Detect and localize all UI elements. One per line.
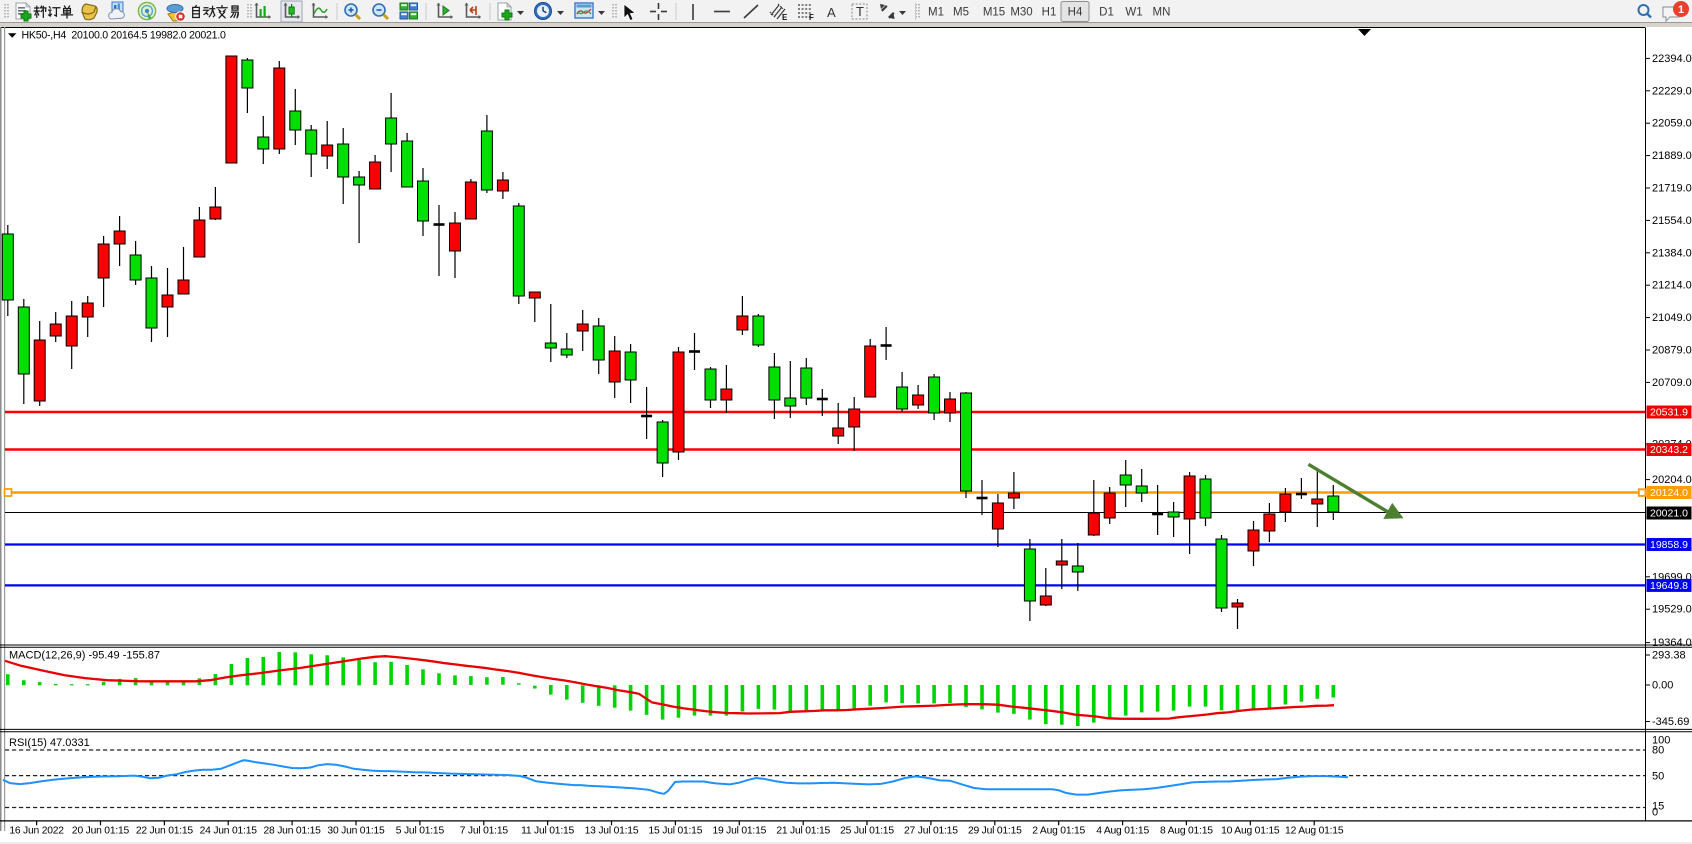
- svg-text:19529.0: 19529.0: [1652, 604, 1692, 616]
- svg-text:1: 1: [1678, 4, 1684, 16]
- svg-text:20124.0: 20124.0: [1650, 487, 1688, 499]
- svg-text:19364.0: 19364.0: [1652, 637, 1692, 649]
- svg-text:21 Jul 01:15: 21 Jul 01:15: [776, 826, 830, 837]
- svg-text:RSI(15) 47.0331: RSI(15) 47.0331: [9, 737, 90, 749]
- svg-text:5 Jul 01:15: 5 Jul 01:15: [396, 826, 445, 837]
- svg-text:E: E: [782, 13, 788, 22]
- svg-text:W1: W1: [1125, 7, 1142, 19]
- svg-text:80: 80: [1652, 745, 1664, 757]
- svg-text:4 Aug 01:15: 4 Aug 01:15: [1096, 826, 1149, 837]
- svg-text:293.38: 293.38: [1652, 650, 1686, 662]
- svg-text:8 Aug 01:15: 8 Aug 01:15: [1160, 826, 1213, 837]
- svg-text:19649.8: 19649.8: [1650, 580, 1688, 592]
- svg-text:21384.0: 21384.0: [1652, 247, 1692, 259]
- svg-text:20021.0: 20021.0: [1650, 508, 1688, 520]
- svg-text:15: 15: [1652, 801, 1664, 813]
- svg-text:F: F: [809, 13, 814, 22]
- svg-text:0: 0: [1652, 807, 1658, 819]
- svg-text:20709.0: 20709.0: [1652, 377, 1692, 389]
- svg-text:19858.9: 19858.9: [1650, 539, 1688, 551]
- svg-text:19 Jul 01:15: 19 Jul 01:15: [712, 826, 766, 837]
- svg-text:21214.0: 21214.0: [1652, 280, 1692, 292]
- svg-text:20531.9: 20531.9: [1650, 407, 1688, 419]
- svg-text:20204.0: 20204.0: [1652, 474, 1692, 486]
- svg-text:28 Jun 01:15: 28 Jun 01:15: [264, 826, 322, 837]
- svg-text:30 Jun 01:15: 30 Jun 01:15: [327, 826, 385, 837]
- svg-text:M15: M15: [983, 7, 1005, 19]
- svg-text:11 Jul 01:15: 11 Jul 01:15: [521, 826, 574, 837]
- svg-text:M5: M5: [953, 7, 969, 19]
- svg-text:M1: M1: [928, 7, 944, 19]
- svg-text:2 Aug 01:15: 2 Aug 01:15: [1032, 826, 1085, 837]
- svg-text:25 Jul 01:15: 25 Jul 01:15: [840, 826, 894, 837]
- svg-text:H4: H4: [1068, 7, 1083, 19]
- svg-text:24 Jun 01:15: 24 Jun 01:15: [200, 826, 258, 837]
- svg-text:7 Jul 01:15: 7 Jul 01:15: [460, 826, 509, 837]
- svg-text:13 Jul 01:15: 13 Jul 01:15: [585, 826, 639, 837]
- svg-text:MN: MN: [1153, 7, 1171, 19]
- svg-text:T: T: [856, 4, 864, 19]
- svg-text:21554.0: 21554.0: [1652, 215, 1692, 227]
- svg-text:20 Jun 01:15: 20 Jun 01:15: [72, 826, 130, 837]
- svg-text:29 Jul 01:15: 29 Jul 01:15: [968, 826, 1022, 837]
- svg-text:50: 50: [1652, 771, 1664, 783]
- svg-text:-345.69: -345.69: [1652, 716, 1689, 728]
- svg-text:20879.0: 20879.0: [1652, 345, 1692, 357]
- svg-text:MACD(12,26,9) -95.49 -155.87: MACD(12,26,9) -95.49 -155.87: [9, 650, 160, 662]
- svg-text:D1: D1: [1099, 7, 1114, 19]
- svg-text:0.00: 0.00: [1652, 680, 1673, 692]
- svg-text:12 Aug 01:15: 12 Aug 01:15: [1285, 826, 1344, 837]
- svg-text:21889.0: 21889.0: [1652, 150, 1692, 162]
- svg-text:15 Jul 01:15: 15 Jul 01:15: [649, 826, 703, 837]
- svg-text:27 Jul 01:15: 27 Jul 01:15: [904, 826, 958, 837]
- svg-text:22 Jun 01:15: 22 Jun 01:15: [136, 826, 194, 837]
- svg-text:100: 100: [1652, 735, 1670, 747]
- svg-text:22394.0: 22394.0: [1652, 53, 1692, 65]
- svg-text:16 Jun 2022: 16 Jun 2022: [9, 826, 64, 837]
- svg-text:21049.0: 21049.0: [1652, 312, 1692, 324]
- svg-text:10 Aug 01:15: 10 Aug 01:15: [1221, 826, 1280, 837]
- svg-text:20343.2: 20343.2: [1650, 444, 1688, 456]
- svg-text:21719.0: 21719.0: [1652, 183, 1692, 195]
- svg-text:HK50-,H4 20100.0 20164.5 1998: HK50-,H4 20100.0 20164.5 19982.0 20021.0: [22, 30, 227, 42]
- svg-text:22059.0: 22059.0: [1652, 118, 1692, 130]
- svg-text:M30: M30: [1010, 7, 1032, 19]
- svg-text:A: A: [827, 5, 836, 20]
- svg-text:22229.0: 22229.0: [1652, 85, 1692, 97]
- svg-text:H1: H1: [1042, 7, 1057, 19]
